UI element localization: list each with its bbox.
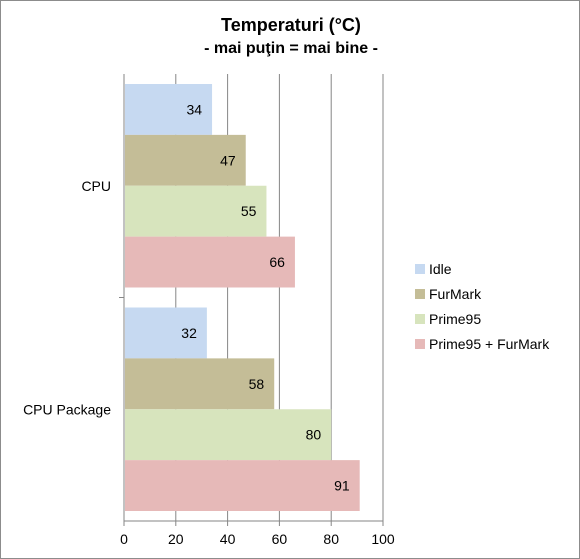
axes: 0 20 40 60 80 100 CPU CPU Package <box>23 74 395 547</box>
x-tick-label: 100 <box>371 531 395 547</box>
data-label: 32 <box>181 325 197 341</box>
data-label: 47 <box>220 152 236 168</box>
data-label: 80 <box>306 427 322 443</box>
legend-swatch <box>415 264 425 274</box>
bar <box>125 307 207 359</box>
legend: Idle FurMark Prime95 Prime95 + FurMark <box>415 261 550 352</box>
legend-swatch <box>415 339 425 349</box>
x-tick-label: 0 <box>120 531 128 547</box>
bar <box>125 236 295 288</box>
bar <box>125 84 213 135</box>
bar <box>125 185 267 237</box>
legend-label: FurMark <box>429 286 482 302</box>
bar <box>125 134 246 186</box>
x-tick-label: 60 <box>272 531 288 547</box>
data-label: 91 <box>334 478 350 494</box>
legend-swatch <box>415 289 425 299</box>
bar <box>125 460 360 511</box>
legend-label: Idle <box>429 261 452 277</box>
bars-group: 34 47 55 66 32 58 80 91 <box>125 84 360 511</box>
chart-title: Temperaturi (°C) <box>221 15 361 35</box>
bar <box>125 358 275 410</box>
x-tick-label: 40 <box>220 531 236 547</box>
data-label: 34 <box>186 101 202 117</box>
chart-subtitle: - mai puţin = mai bine - <box>204 40 378 57</box>
legend-swatch <box>415 314 425 324</box>
bar <box>125 409 332 461</box>
legend-label: Prime95 <box>429 311 481 327</box>
legend-label: Prime95 + FurMark <box>429 336 550 352</box>
data-label: 55 <box>241 203 257 219</box>
x-tick-label: 20 <box>168 531 184 547</box>
x-tick-label: 80 <box>323 531 339 547</box>
category-label: CPU Package <box>23 401 111 417</box>
data-label: 66 <box>269 254 285 270</box>
data-label: 58 <box>249 376 265 392</box>
category-label: CPU <box>81 178 111 194</box>
